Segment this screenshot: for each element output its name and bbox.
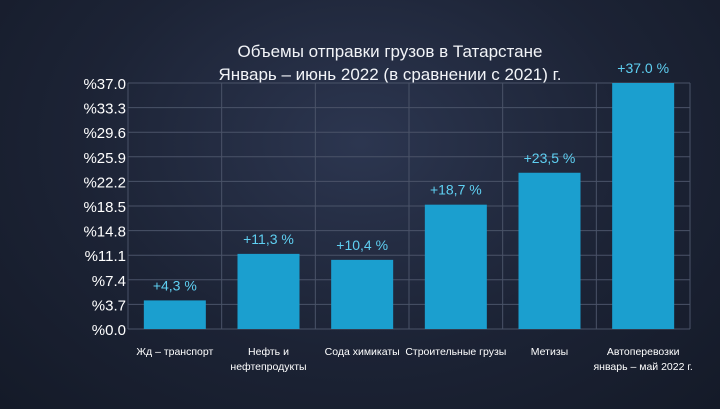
bar xyxy=(518,172,581,329)
y-tick-label: %0.0 xyxy=(92,322,126,339)
y-tick-label: %3.7 xyxy=(92,297,126,314)
data-label: +11,3 % xyxy=(243,231,294,247)
y-tick-label: %14.8 xyxy=(83,224,126,241)
data-labels: +4,3 % +11,3 % +10,4 % +18,7 % +23,5 % +37.0 … xyxy=(153,60,669,293)
chart-title-line-2: Январь – июнь 2022 (в сравнении с 2021) … xyxy=(218,65,562,84)
y-tick-label: %22.2 xyxy=(83,174,126,191)
y-tick-label: %33.3 xyxy=(83,101,126,118)
y-tick-label: %11.1 xyxy=(85,248,126,265)
y-tick-label: %18.5 xyxy=(83,199,126,216)
chart-title-line-1: Объемы отправки грузов в Татарстане xyxy=(237,42,543,61)
data-label: +37.0 % xyxy=(617,60,669,76)
y-tick-label: %29.6 xyxy=(83,125,126,142)
data-label: +18,7 % xyxy=(430,182,482,198)
x-axis: Жд – транспорт Нефть и нефтепродукты Сода х… xyxy=(136,346,693,373)
grid-layer xyxy=(127,82,691,330)
category-label: Жд – транспорт xyxy=(136,346,213,358)
category-label: Метизы xyxy=(531,346,568,358)
category-label: Автоперевозки xyxy=(607,346,680,358)
category-label: Сода химикаты xyxy=(325,346,400,358)
bar xyxy=(424,204,487,329)
data-label: +10,4 % xyxy=(336,237,388,253)
y-tick-label: %7.4 xyxy=(92,273,126,290)
bar xyxy=(612,83,675,329)
category-label: нефтепродукты xyxy=(230,361,306,373)
category-label: Нефть и xyxy=(248,346,289,358)
chart-title: Объемы отправки грузов в Татарстане Янва… xyxy=(180,40,600,86)
data-label: +23,5 % xyxy=(524,150,576,166)
y-tick-label: %37.0 xyxy=(83,76,126,93)
y-axis: %0.0 %3.7 %7.4 %11.1 %14.8 %18.5 %22.2 %25.9 %29… xyxy=(83,76,126,339)
bar xyxy=(237,253,300,329)
data-label: +4,3 % xyxy=(153,277,197,293)
y-tick-label: %25.9 xyxy=(83,150,126,167)
bar xyxy=(143,300,206,329)
bars xyxy=(143,83,675,329)
category-label: январь – май 2022 г. xyxy=(593,361,692,373)
category-label: Строительные грузы xyxy=(405,346,506,358)
bar xyxy=(331,259,394,329)
